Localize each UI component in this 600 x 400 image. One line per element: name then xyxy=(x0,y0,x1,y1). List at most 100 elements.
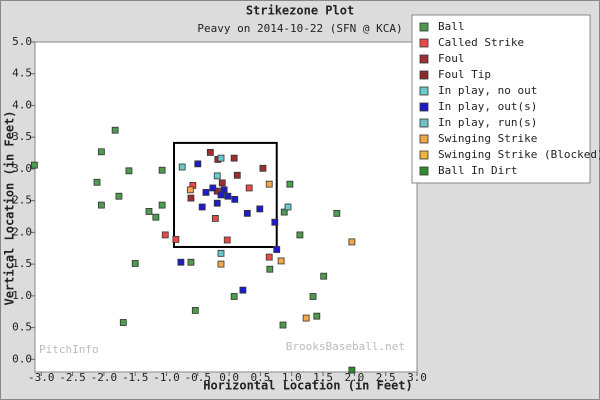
pitch-point xyxy=(309,293,317,300)
y-tick-label: 1.5 xyxy=(12,257,32,270)
x-tick-label: -2.0 xyxy=(91,371,118,384)
pitch-point xyxy=(224,192,232,200)
pitch-point xyxy=(259,164,267,172)
strike-zone xyxy=(173,141,278,248)
pitch-point xyxy=(243,209,251,217)
watermark: PitchInfo xyxy=(39,343,99,356)
pitch-point xyxy=(277,257,285,265)
x-tick-label: 0.5 xyxy=(251,371,271,384)
pitch-point xyxy=(256,205,264,213)
pitch-point xyxy=(271,218,279,226)
pitch-point xyxy=(194,160,202,168)
legend-swatch xyxy=(419,70,429,80)
x-tick-label: -1.5 xyxy=(122,371,149,384)
legend-label: Ball In Dirt xyxy=(438,164,517,177)
pitch-point xyxy=(239,286,247,294)
pitch-point xyxy=(280,208,288,216)
legend-label: Foul Tip xyxy=(438,68,491,81)
pitch-point xyxy=(320,272,328,280)
pitch-point xyxy=(217,154,225,162)
pitch-point xyxy=(333,209,341,217)
pitch-point xyxy=(158,166,166,174)
x-tick-label: 3.0 xyxy=(407,371,427,384)
pitch-point xyxy=(178,163,186,171)
pitch-point xyxy=(348,366,356,374)
pitch-point xyxy=(286,180,294,188)
pitch-point xyxy=(273,246,281,253)
legend-label: Called Strike xyxy=(438,36,524,49)
pitch-point xyxy=(115,192,123,200)
chart-subtitle: Peavy on 2014-10-22 (SFN @ KCA) xyxy=(197,22,402,35)
legend-label: Foul xyxy=(438,52,465,65)
legend-swatch xyxy=(419,54,429,64)
pitch-point xyxy=(302,314,310,322)
pitch-point xyxy=(158,201,166,209)
pitch-point xyxy=(97,148,105,156)
x-tick-label: 2.0 xyxy=(344,371,364,384)
legend-label: In play, run(s) xyxy=(438,116,537,129)
legend-swatch xyxy=(419,22,429,32)
y-tick-label: 3.5 xyxy=(12,130,32,143)
x-tick-label: 1.5 xyxy=(313,371,333,384)
x-tick-label: 0.0 xyxy=(219,371,239,384)
pitch-point xyxy=(97,201,105,209)
pitch-point xyxy=(217,191,225,199)
pitch-point xyxy=(186,186,194,194)
chart-title: Strikezone Plot xyxy=(246,4,354,18)
y-tick-label: 4.0 xyxy=(12,98,32,111)
pitch-point xyxy=(209,184,217,192)
x-tick-label: 1.0 xyxy=(282,371,302,384)
pitch-point xyxy=(223,236,231,244)
y-tick-label: 4.5 xyxy=(12,67,32,80)
legend-swatch xyxy=(419,166,429,176)
pitch-point xyxy=(125,167,133,175)
y-tick-label: 0.5 xyxy=(12,321,32,334)
pitch-point xyxy=(348,238,356,246)
pitch-point xyxy=(93,178,101,186)
pitch-point xyxy=(152,213,160,221)
x-tick-label: -3.0 xyxy=(28,371,55,384)
legend-swatch xyxy=(419,134,429,144)
pitch-point xyxy=(191,307,199,314)
pitch-point xyxy=(279,321,287,329)
y-axis-label: Vertical Location (in Feet) xyxy=(3,110,17,305)
legend-swatch xyxy=(419,38,429,48)
pitch-point xyxy=(217,249,225,257)
pitch-point xyxy=(177,258,185,266)
y-tick-label: 2.5 xyxy=(12,194,32,207)
legend-swatch xyxy=(419,102,429,112)
pitch-point xyxy=(233,171,241,179)
legend-label: Swinging Strike (Blocked) xyxy=(438,148,600,161)
pitch-point xyxy=(230,293,238,300)
pitch-point xyxy=(296,231,304,239)
legend-swatch xyxy=(419,118,429,128)
x-axis-label: Horizontal Location (in Feet) xyxy=(203,379,413,393)
pitch-point xyxy=(202,189,210,196)
plot-area xyxy=(34,41,418,373)
pitch-point xyxy=(313,312,321,320)
pitch-point xyxy=(231,195,239,203)
legend-label: Ball xyxy=(438,20,465,33)
y-tick-label: 1.0 xyxy=(12,289,32,302)
pitch-point xyxy=(218,179,226,187)
y-tick-label: 0.0 xyxy=(12,352,32,365)
legend-swatch xyxy=(419,86,429,96)
pitch-point xyxy=(265,180,273,188)
legend-label: In play, out(s) xyxy=(438,100,537,113)
pitch-point xyxy=(211,215,219,222)
pitch-point xyxy=(198,203,206,211)
legend-swatch xyxy=(419,150,429,160)
pitch-point xyxy=(131,260,139,267)
legend-box xyxy=(411,14,591,184)
watermark: BrooksBaseball.net xyxy=(286,340,405,353)
x-tick-label: -2.5 xyxy=(59,371,86,384)
pitch-point xyxy=(187,258,195,266)
pitch-point xyxy=(265,253,273,261)
pitch-point xyxy=(119,319,127,326)
pitch-point xyxy=(230,154,238,162)
pitch-point xyxy=(111,126,119,134)
y-tick-label: 3.0 xyxy=(12,162,32,175)
pitch-point xyxy=(187,194,195,202)
legend-label: In play, no out xyxy=(438,84,537,97)
